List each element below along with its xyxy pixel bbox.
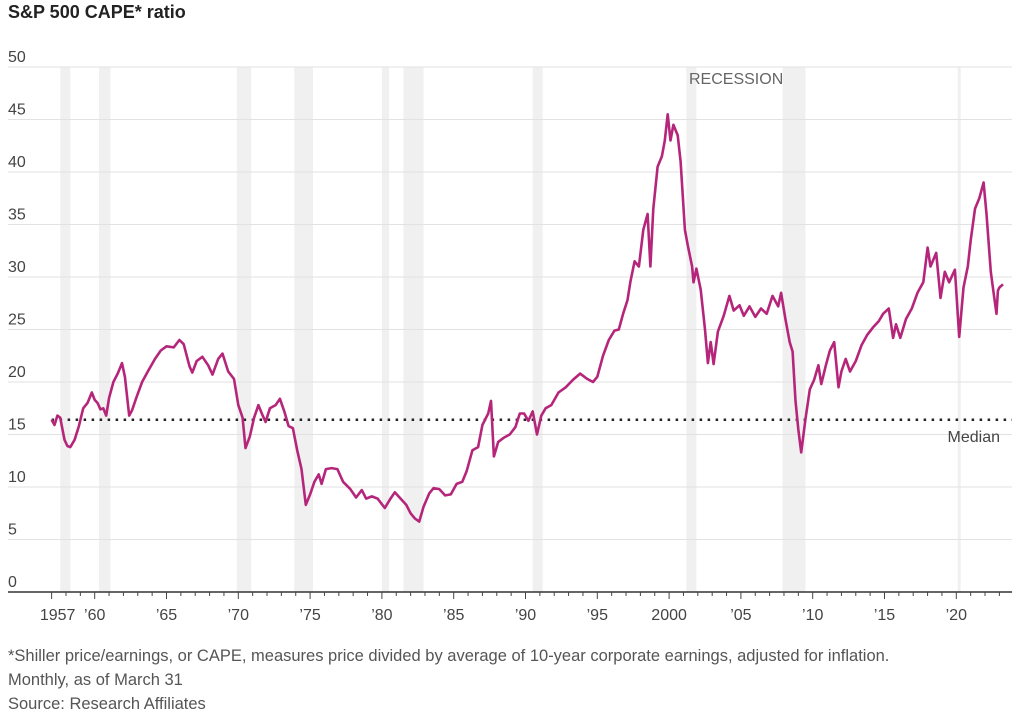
y-tick-label: 10 — [8, 469, 26, 486]
x-tick-label: ’90 — [515, 607, 536, 624]
chart-title: S&P 500 CAPE* ratio — [8, 2, 186, 22]
x-tick-label: ’95 — [587, 607, 608, 624]
y-tick-label: 20 — [8, 364, 26, 381]
x-tick-label: ’60 — [84, 607, 105, 624]
footnote-definition: *Shiller price/earnings, or CAPE, measur… — [8, 647, 890, 665]
median-label: Median — [948, 429, 1000, 446]
y-tick-label: 5 — [8, 522, 17, 539]
y-tick-label: 30 — [8, 259, 26, 276]
x-tick-label: ’80 — [371, 607, 392, 624]
y-tick-label: 35 — [8, 207, 26, 224]
x-tick-label: ’65 — [156, 607, 177, 624]
y-tick-label: 50 — [8, 49, 26, 66]
x-tick-label: ’15 — [874, 607, 895, 624]
y-tick-label: 45 — [8, 102, 26, 119]
cape-series-line — [50, 113, 1004, 523]
y-tick-label: 25 — [8, 312, 26, 329]
footnote-source: Source: Research Affiliates — [8, 695, 206, 713]
recession-label: RECESSION — [689, 71, 783, 88]
x-tick-label: ’75 — [299, 607, 320, 624]
x-tick-label: ’70 — [228, 607, 249, 624]
x-tick-label: ’85 — [443, 607, 464, 624]
y-tick-label: 0 — [8, 574, 17, 591]
y-tick-label: 40 — [8, 154, 26, 171]
x-tick-label: 2000 — [651, 607, 687, 624]
y-tick-label: 15 — [8, 417, 26, 434]
cape-line-chart: 0 5 10 15 20 25 30 35 40 45 50 RECESSION Median 1957 ’… — [8, 49, 1012, 624]
footnote-frequency: Monthly, as of March 31 — [8, 671, 183, 689]
x-tick-label: 1957 — [40, 607, 76, 624]
x-tick-label: ’05 — [730, 607, 751, 624]
x-tick-label: ’10 — [802, 607, 823, 624]
x-tick-label: ’20 — [946, 607, 967, 624]
